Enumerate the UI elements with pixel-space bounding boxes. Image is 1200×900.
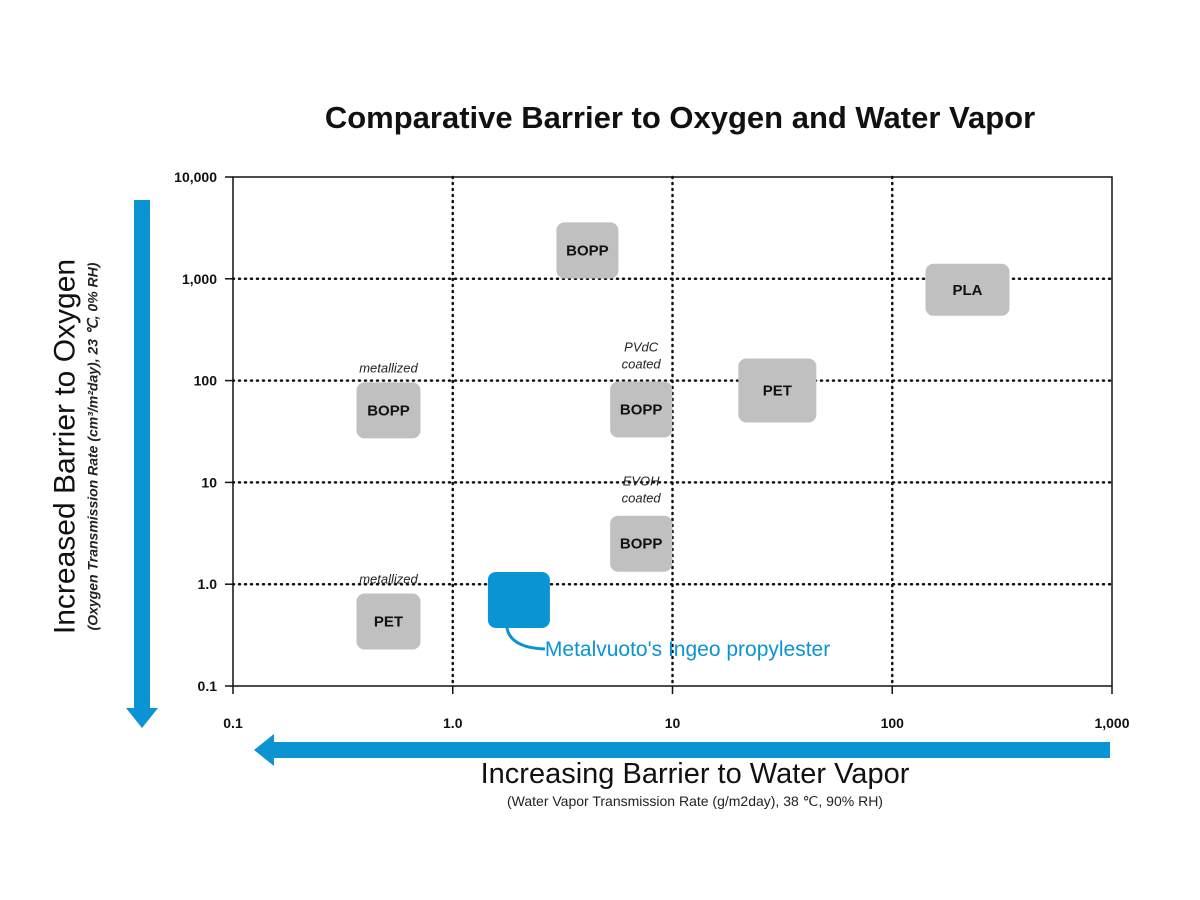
point-note: PVdC coated [622,340,662,372]
point-box [356,593,421,650]
x-tick-label: 100 [881,715,905,731]
x-axis-label-group: Increasing Barrier to Water Vapor (Water… [395,758,995,810]
y-arrow-head-icon [126,708,158,728]
x-axis-label: Increasing Barrier to Water Vapor [480,758,910,790]
y-tick-label: 10 [201,474,217,490]
y-tick-label: 1,000 [182,271,217,287]
point-label: BOPP [367,402,410,419]
point-box [925,263,1010,316]
point-label: PLA [952,282,982,299]
x-tick-label: 1,000 [1094,715,1129,731]
highlight-point-box [487,571,550,628]
chart-title: Comparative Barrier to Oxygen and Water … [324,100,1036,135]
y-tick-label: 0.1 [198,678,218,694]
point-box [738,358,817,423]
point-box [356,382,421,439]
callout-label: Metalvuoto's Ingeo propylester [545,638,830,661]
x-arrow-head-icon [254,734,274,766]
point-box [610,515,673,572]
point-label: PET [374,614,403,631]
point-label: PET [763,382,792,399]
x-tick-label: 1.0 [443,715,463,731]
y-axis-label-group: Increased Barrier to Oxygen (Oxygen Tran… [49,187,102,707]
y-tick-label: 1.0 [198,576,218,592]
plot-frame [232,176,1113,687]
point-note: metallized [359,572,418,587]
x-tick-label: 10 [665,715,681,731]
x-arrow-shaft [272,742,1110,758]
x-axis-sublabel: (Water Vapor Transmission Rate (g/m2day)… [507,793,883,809]
point-label: BOPP [620,402,663,419]
point-label: BOPP [566,242,609,259]
point-note: EVOH coated [622,474,662,506]
point-box [610,381,673,438]
y-tick-label: 10,000 [174,169,217,185]
y-axis-sublabel: (Oxygen Transmission Rate (cm³/m²day), 2… [84,262,101,631]
y-tick-label: 100 [194,373,218,389]
point-note: metallized [359,360,418,375]
point-label: BOPP [620,536,663,553]
x-tick-label: 0.1 [223,715,243,731]
y-axis-label: Increased Barrier to Oxygen [48,258,82,635]
callout-line [505,627,545,651]
y-arrow-shaft [134,200,150,710]
point-box [556,222,619,279]
